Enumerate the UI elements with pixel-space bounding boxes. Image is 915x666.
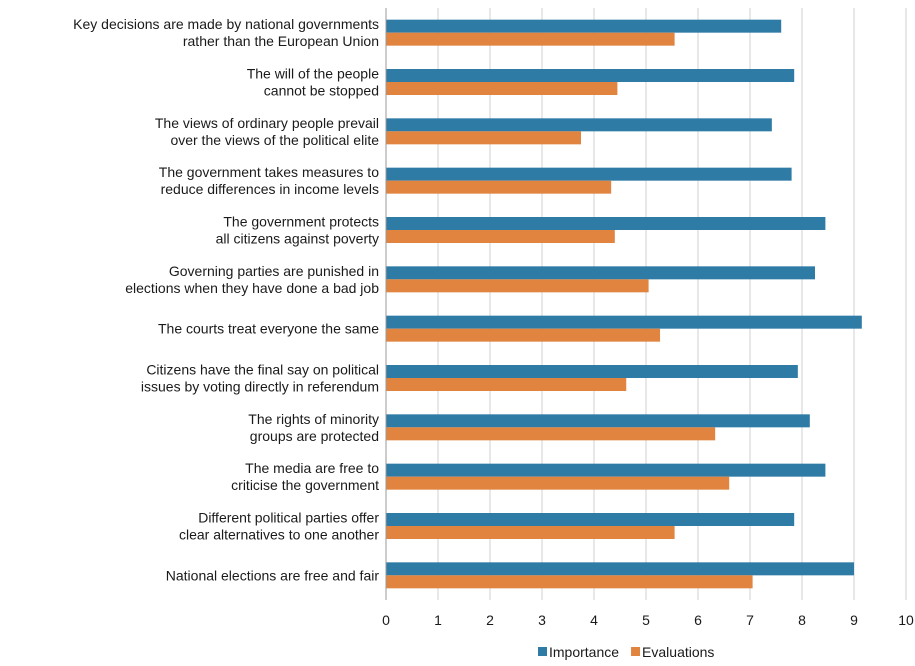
bar-evaluations-4 xyxy=(386,180,612,194)
category-label-line: over the views of the political elite xyxy=(170,132,379,148)
category-label-line: The government protects xyxy=(223,214,379,230)
category-label-line: rather than the European Union xyxy=(183,33,379,49)
category-label-1: Key decisions are made by national gover… xyxy=(73,16,379,49)
category-label-line: clear alternatives to one another xyxy=(179,527,379,543)
category-labels: Key decisions are made by national gover… xyxy=(73,16,379,583)
category-label-line: Different political parties offer xyxy=(198,510,379,526)
category-label-5: The government protects all citizens agai… xyxy=(216,214,379,247)
bar-importance-12 xyxy=(386,562,854,576)
category-label-line: issues by voting directly in referendum xyxy=(141,379,379,395)
legend-swatch-importance xyxy=(538,647,547,656)
bar-evaluations-11 xyxy=(386,526,675,539)
bar-importance-10 xyxy=(386,463,826,477)
x-tick-label-2: 2 xyxy=(486,612,494,628)
category-label-2: The will of the people cannot be stopped xyxy=(247,66,380,99)
bar-importance-7 xyxy=(386,315,862,329)
bar-importance-3 xyxy=(386,118,772,132)
category-label-8: Citizens have the final say on political… xyxy=(141,362,379,395)
x-tick-label-1: 1 xyxy=(434,612,442,628)
category-label-line: The will of the people xyxy=(247,66,380,82)
bar-evaluations-12 xyxy=(386,575,753,589)
x-tick-label-8: 8 xyxy=(798,612,806,628)
category-label-line: The views of ordinary people prevail xyxy=(155,115,379,131)
category-label-line: The rights of minority xyxy=(248,411,379,427)
category-label-10: The media are free to criticise the gover… xyxy=(231,460,379,493)
bar-evaluations-5 xyxy=(386,230,615,243)
category-label-12: National elections are free and fair xyxy=(166,567,380,583)
category-label-line: The government takes measures to xyxy=(159,164,379,180)
x-tick-labels: 0 1 2 3 4 5 6 7 8 9 10 xyxy=(382,612,914,628)
x-tick-label-9: 9 xyxy=(850,612,858,628)
category-label-line: all citizens against poverty xyxy=(216,231,379,247)
category-label-line: elections when they have done a bad job xyxy=(125,280,379,296)
bar-importance-11 xyxy=(386,513,795,526)
category-label-line: groups are protected xyxy=(250,428,379,444)
bar-evaluations-6 xyxy=(386,279,649,293)
category-label-6: Governing parties are punished in electio… xyxy=(125,263,379,296)
category-label-9: The rights of minority groups are protect… xyxy=(248,411,379,444)
bar-importance-4 xyxy=(386,167,792,181)
bar-evaluations-8 xyxy=(386,378,627,391)
x-tick-label-0: 0 xyxy=(382,612,390,628)
x-tick-label-6: 6 xyxy=(694,612,702,628)
category-label-line: Citizens have the final say on political xyxy=(146,362,379,378)
bar-importance-6 xyxy=(386,266,815,280)
category-label-line: criticise the government xyxy=(231,477,379,493)
bar-importance-5 xyxy=(386,217,826,230)
category-label-line: The media are free to xyxy=(245,460,379,476)
bar-evaluations-10 xyxy=(386,476,730,490)
category-label-line: National elections are free and fair xyxy=(166,567,380,583)
legend: Importance Evaluations xyxy=(538,644,714,660)
category-label-3: The views of ordinary people prevail over… xyxy=(155,115,379,148)
category-label-line: reduce differences in income levels xyxy=(161,181,379,197)
category-label-7: The courts treat everyone the same xyxy=(158,321,379,337)
x-tick-label-5: 5 xyxy=(642,612,650,628)
x-tick-label-7: 7 xyxy=(746,612,754,628)
legend-label-importance: Importance xyxy=(549,644,619,660)
legend-swatch-evaluations xyxy=(631,647,641,656)
bar-evaluations-2 xyxy=(386,82,618,95)
bar-evaluations-9 xyxy=(386,427,716,441)
legend-label-evaluations: Evaluations xyxy=(642,644,714,660)
category-label-line: cannot be stopped xyxy=(264,83,379,99)
category-label-line: Governing parties are punished in xyxy=(169,263,379,279)
bar-evaluations-1 xyxy=(386,32,675,46)
gridlines xyxy=(437,8,907,600)
category-label-line: The courts treat everyone the same xyxy=(158,321,379,337)
bars xyxy=(386,19,862,589)
x-tick-label-3: 3 xyxy=(538,612,546,628)
x-tick-label-4: 4 xyxy=(590,612,598,628)
category-label-11: Different political parties offer clear a… xyxy=(179,510,379,543)
category-label-4: The government takes measures to reduce d… xyxy=(159,164,379,197)
bar-importance-1 xyxy=(386,19,782,33)
bar-evaluations-3 xyxy=(386,131,581,145)
bar-importance-9 xyxy=(386,414,810,428)
category-label-line: Key decisions are made by national gover… xyxy=(73,16,379,32)
bar-importance-2 xyxy=(386,69,795,82)
bar-importance-8 xyxy=(386,365,798,378)
bar-evaluations-7 xyxy=(386,328,661,342)
x-tick-label-10: 10 xyxy=(898,612,914,628)
